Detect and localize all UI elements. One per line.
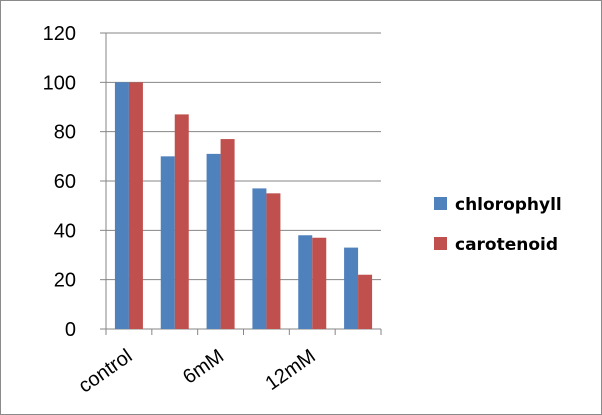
y-tick-label: 100 (43, 72, 76, 94)
bar-carotenoid (358, 274, 373, 329)
bar-chlorophyll (114, 82, 129, 329)
y-tick-label: 0 (65, 319, 76, 341)
bars (114, 82, 373, 330)
legend-swatch-carotenoid (434, 237, 447, 250)
bar-chlorophyll (252, 188, 267, 329)
y-tick-label: 120 (43, 23, 76, 45)
legend-swatch-chlorophyll (434, 197, 447, 210)
axes (100, 32, 382, 335)
y-tick-label: 60 (54, 171, 76, 193)
bar-carotenoid (128, 82, 143, 329)
bar-carotenoid (174, 114, 189, 330)
y-tick-labels: 0 20 40 60 80 100 120 (43, 23, 76, 341)
gridlines (106, 32, 381, 281)
y-tick-label: 20 (54, 270, 76, 292)
category-labels: control 6mM 12mM (75, 345, 320, 397)
bar-chlorophyll (344, 247, 359, 329)
x-category-label: 6mM (179, 345, 228, 389)
bar-carotenoid (266, 193, 281, 329)
y-tick-label: 80 (54, 122, 76, 144)
legend-label-chlorophyll: chlorophyll (455, 195, 562, 215)
x-category-label: 12mM (262, 345, 320, 395)
legend: chlorophyll carotenoid (434, 195, 562, 255)
y-tick-label: 40 (54, 220, 76, 242)
x-category-label: control (75, 345, 137, 397)
legend-label-carotenoid: carotenoid (455, 235, 558, 255)
bar-carotenoid (220, 139, 235, 329)
bar-chlorophyll (206, 153, 221, 329)
bar-carotenoid (312, 237, 327, 329)
bar-chlorophyll (160, 156, 175, 329)
bar-chlorophyll (298, 235, 313, 329)
